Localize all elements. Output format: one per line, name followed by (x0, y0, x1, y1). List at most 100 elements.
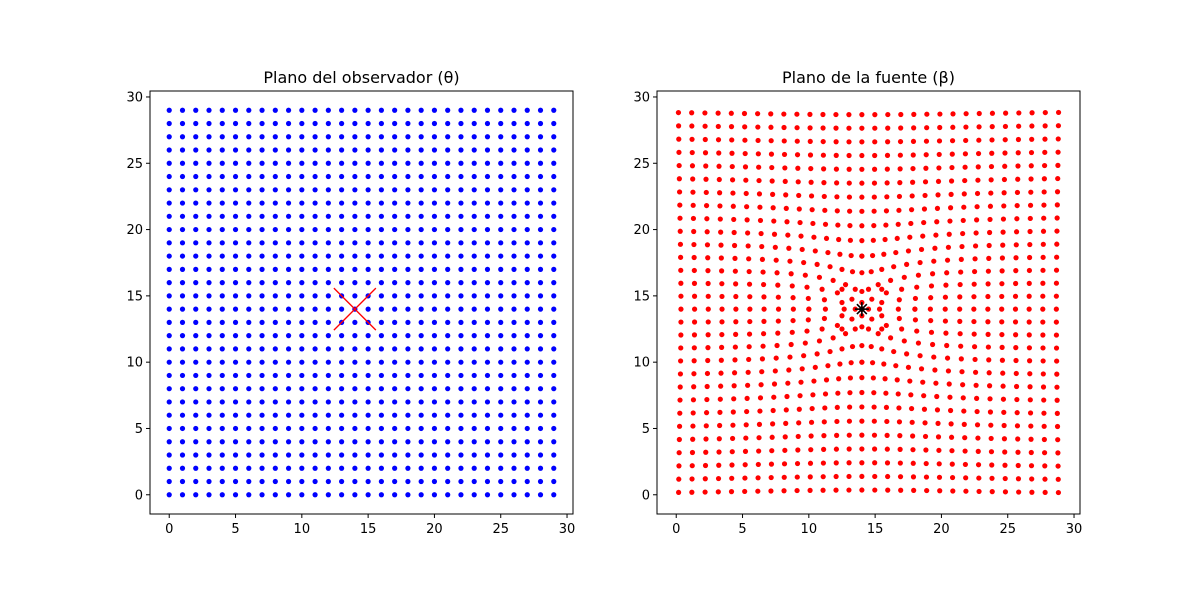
data-point (537, 465, 544, 471)
data-point (773, 257, 779, 263)
data-point (747, 306, 753, 312)
data-point (775, 294, 781, 300)
data-point (232, 439, 239, 445)
data-point (537, 306, 544, 312)
data-point (339, 465, 345, 471)
data-point (339, 452, 345, 458)
data-point (378, 306, 384, 312)
observer-plane-chart: Plano del observador (θ) 0 5 10 15 20 25 30 05… (126, 68, 575, 537)
data-point (742, 462, 748, 468)
data-point (392, 306, 398, 312)
data-point (859, 432, 865, 438)
data-point (312, 187, 318, 193)
data-point (352, 240, 358, 246)
data-point (484, 399, 491, 405)
data-point (676, 136, 682, 142)
data-point (352, 439, 358, 445)
data-point (246, 412, 252, 418)
data-point (365, 147, 371, 153)
data-point (689, 463, 695, 469)
data-point (392, 240, 398, 246)
data-point (999, 357, 1006, 363)
data-point (405, 492, 411, 498)
data-point (971, 344, 978, 350)
data-point (784, 219, 790, 225)
data-point (755, 488, 761, 494)
data-point (825, 363, 831, 369)
data-point (1040, 280, 1046, 286)
data-point (1040, 293, 1046, 299)
data-point (893, 363, 899, 369)
data-point (285, 107, 292, 113)
data-point (859, 288, 865, 295)
data-point (716, 163, 722, 169)
data-point (835, 222, 841, 228)
data-point (405, 425, 411, 432)
data-point (232, 333, 239, 339)
data-point (232, 160, 239, 166)
data-point (458, 439, 464, 445)
data-point (1055, 149, 1061, 155)
data-point (690, 397, 697, 403)
data-point (365, 359, 371, 365)
data-point (498, 452, 504, 458)
data-point (551, 412, 557, 418)
data-point (537, 333, 544, 339)
data-point (524, 425, 530, 432)
data-point (418, 346, 424, 352)
data-point (299, 372, 305, 379)
data-point (807, 111, 813, 117)
data-point (312, 173, 318, 180)
data-point (299, 492, 305, 498)
data-point (524, 346, 530, 352)
data-point (524, 200, 530, 206)
data-point (730, 409, 736, 415)
data-point (524, 120, 530, 127)
data-point (715, 489, 721, 495)
data-point (1015, 136, 1022, 143)
data-point (689, 449, 696, 456)
data-point (166, 478, 172, 485)
data-point (703, 410, 710, 416)
data-point (339, 359, 345, 365)
data-point (1014, 189, 1021, 196)
data-point (733, 331, 739, 337)
x-tick-label: 0 (672, 522, 680, 537)
data-point (352, 266, 358, 272)
data-point (431, 386, 438, 392)
data-point (445, 412, 451, 418)
data-point (957, 318, 963, 324)
data-point (418, 120, 424, 127)
data-point (445, 293, 451, 299)
data-point (816, 338, 823, 344)
data-point (833, 139, 839, 145)
data-point (1040, 241, 1046, 247)
data-point (206, 386, 212, 392)
data-point (820, 138, 826, 145)
data-point (206, 333, 212, 339)
data-point (299, 187, 305, 193)
data-point (1027, 371, 1033, 377)
data-point (1027, 241, 1033, 248)
data-point (365, 478, 371, 485)
data-point (179, 412, 186, 418)
data-point (822, 306, 829, 312)
data-point (719, 331, 725, 338)
data-point (689, 123, 695, 129)
data-point (392, 386, 398, 392)
data-point (431, 346, 438, 352)
data-point (325, 293, 331, 299)
data-point (259, 266, 265, 272)
data-point (471, 200, 477, 206)
data-point (770, 421, 776, 427)
data-point (418, 412, 424, 418)
data-point (810, 392, 816, 398)
data-point (888, 277, 894, 283)
data-point (689, 149, 695, 156)
data-point (917, 353, 923, 359)
data-point (246, 306, 252, 312)
data-point (551, 120, 557, 127)
data-point (898, 487, 904, 493)
data-point (219, 359, 225, 365)
data-point (246, 187, 252, 193)
